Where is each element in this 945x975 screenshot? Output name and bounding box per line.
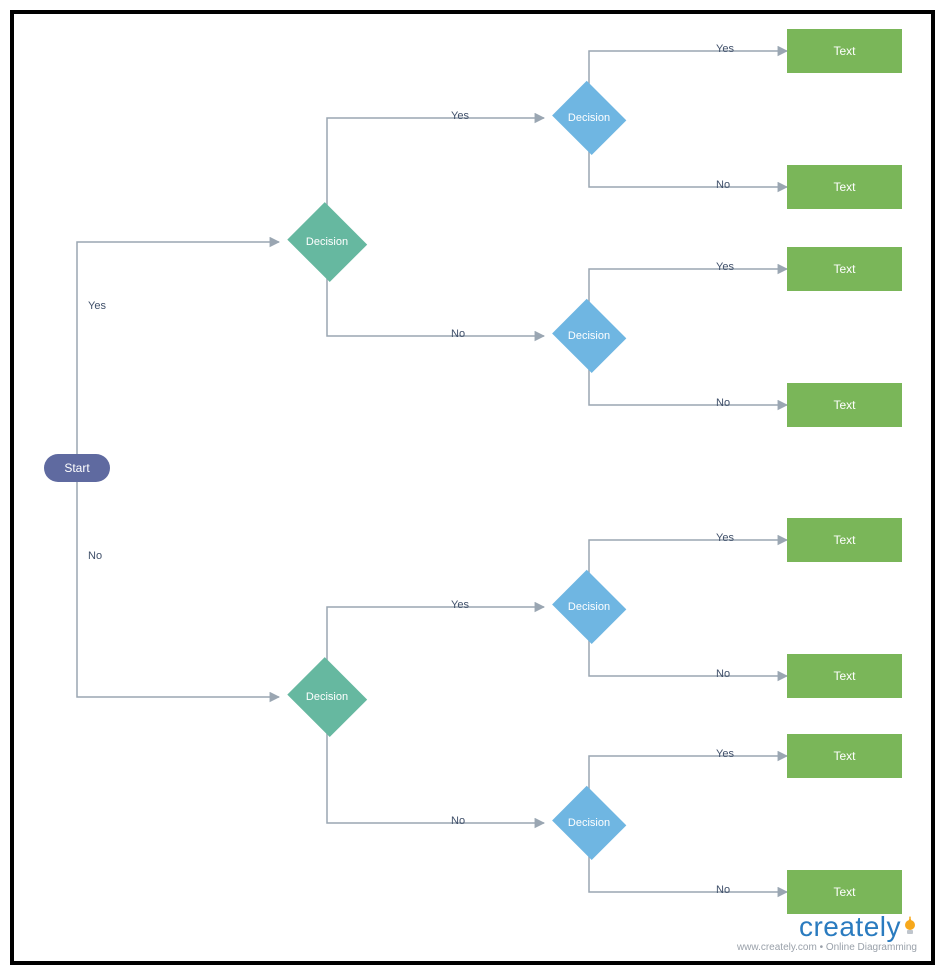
start-node: Start: [44, 454, 110, 482]
edge-dbt-yes: [589, 540, 787, 581]
edge-label-start-no: No: [86, 550, 104, 562]
edge-dtb-no: [589, 362, 787, 405]
decision-node-d_bt: Decision: [544, 581, 634, 633]
edge-label-dtb-no: No: [714, 397, 732, 409]
edge-label-dbb-yes: Yes: [714, 748, 736, 760]
edge-label-start-yes: Yes: [86, 300, 108, 312]
decision-node-d_bot: Decision: [279, 669, 375, 725]
diamond-shape: [287, 202, 367, 282]
leaf-node-r8: Text: [787, 870, 902, 914]
edge-dtt-no: [589, 144, 787, 187]
edge-dbt-no: [589, 633, 787, 676]
edge-label-dtop-yes: Yes: [449, 110, 471, 122]
footer-subtext: www.creately.com • Online Diagramming: [737, 943, 917, 953]
leaf-node-r3: Text: [787, 247, 902, 291]
edge-label-dbb-no: No: [714, 884, 732, 896]
edge-dbb-yes: [589, 756, 787, 797]
edge-label-dbt-yes: Yes: [714, 532, 736, 544]
edge-label-dtt-no: No: [714, 179, 732, 191]
diagram-frame: Start Decision Decision Decision Decision Dec…: [10, 10, 935, 965]
decision-node-d_bb: Decision: [544, 797, 634, 849]
edge-label-dbot-no: No: [449, 815, 467, 827]
edge-label-dbt-no: No: [714, 668, 732, 680]
footer-logo: creately: [737, 913, 917, 941]
edge-dbot-no: [327, 725, 544, 823]
edge-dtop-yes: [327, 118, 544, 214]
decision-node-d_top: Decision: [279, 214, 375, 270]
edges-layer: [14, 14, 931, 961]
edge-label-dtb-yes: Yes: [714, 261, 736, 273]
decision-node-d_tb: Decision: [544, 310, 634, 362]
lightbulb-icon: [903, 916, 917, 936]
edge-dtop-no: [327, 270, 544, 336]
edge-start-no: [77, 482, 279, 697]
edge-label-dbot-yes: Yes: [449, 599, 471, 611]
leaf-node-r1: Text: [787, 29, 902, 73]
leaf-node-r4: Text: [787, 383, 902, 427]
diamond-shape: [287, 657, 367, 737]
leaf-node-r5: Text: [787, 518, 902, 562]
edge-dtt-yes: [589, 51, 787, 92]
decision-node-d_tt: Decision: [544, 92, 634, 144]
edge-dbot-yes: [327, 607, 544, 669]
footer: creately www.creately.com • Online Diagr…: [737, 913, 917, 953]
edge-dbb-no: [589, 849, 787, 892]
leaf-node-r2: Text: [787, 165, 902, 209]
leaf-node-r7: Text: [787, 734, 902, 778]
leaf-node-r6: Text: [787, 654, 902, 698]
edge-start-yes: [77, 242, 279, 454]
edge-dtb-yes: [589, 269, 787, 310]
edge-label-dtop-no: No: [449, 328, 467, 340]
brand-text: creately: [799, 913, 901, 941]
edge-label-dtt-yes: Yes: [714, 43, 736, 55]
